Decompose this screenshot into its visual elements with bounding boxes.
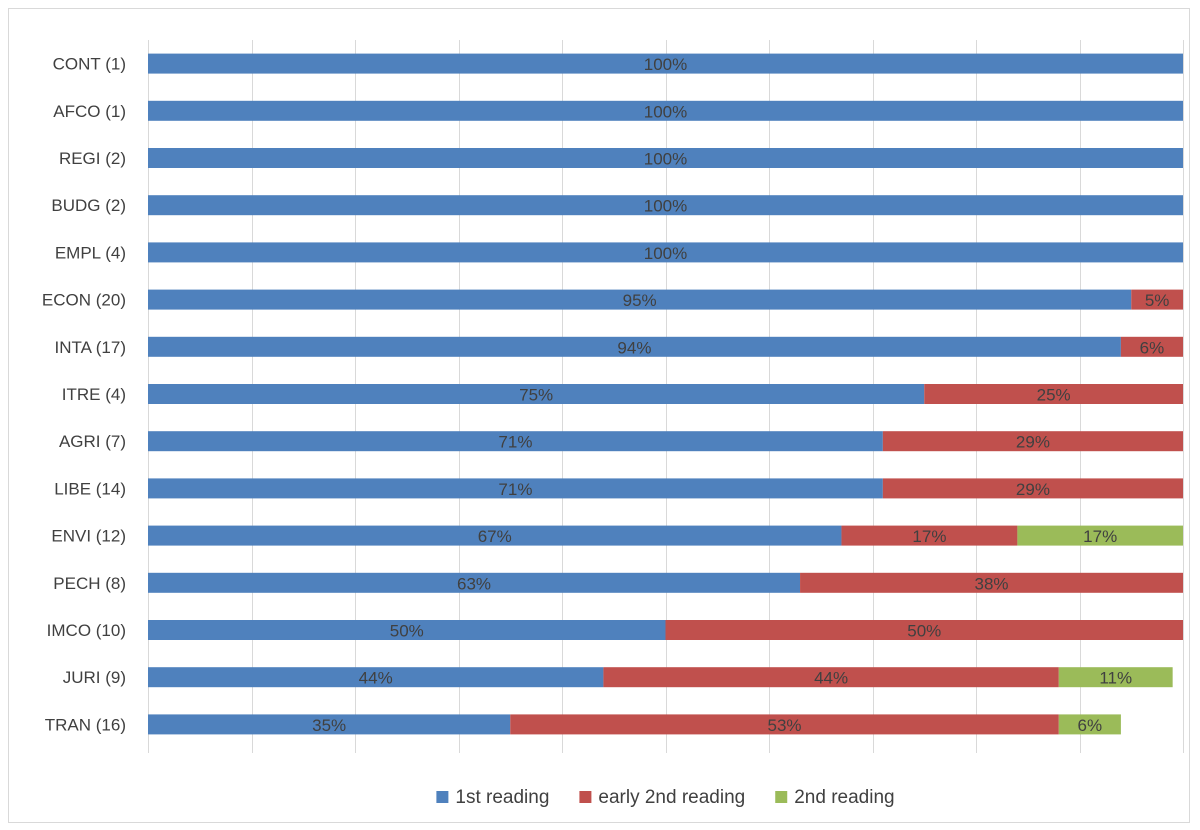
data-label: 50% [390,622,424,641]
category-label: REGI (2) [59,149,126,168]
data-label: 100% [644,102,687,121]
bar-segment [1058,667,1173,688]
data-label: 11% [1099,669,1132,688]
bar-segment [924,384,1183,404]
bar-segment [603,667,1059,688]
data-label: 29% [1016,433,1050,452]
category-label: INTA (17) [55,338,126,357]
bar-segment [841,525,1018,546]
category-labels: CONT (1) AFCO (1) REGI (2) BUDG (2) EMPL (4)… [42,55,126,735]
legend-swatch [775,791,788,803]
data-label: 94% [617,338,651,357]
bar-segment [800,572,1183,593]
data-labels: 100% 100% 100% 100% 100% 95% 5% 94% 6% 75% 25% 71% 2… [312,55,1169,735]
data-label: 71% [498,433,532,452]
legend: 1st reading early 2nd reading 2nd reading [436,787,895,808]
data-label: 71% [498,480,532,499]
category-label: TRAN (16) [45,715,126,734]
data-label: 63% [457,574,491,593]
bar-segment [148,336,1121,357]
category-label: LIBE (14) [54,479,126,498]
category-label: EMPL (4) [55,243,126,262]
data-label: 100% [644,150,687,169]
data-label: 95% [623,291,657,310]
category-label: CONT (1) [53,55,126,74]
legend-swatch [436,791,449,803]
category-label: JURI (9) [63,668,126,687]
bar-segment [148,53,1183,74]
data-label: 100% [644,55,687,74]
data-label: 100% [644,197,687,216]
data-label: 44% [359,669,393,688]
legend-label: early 2nd reading [598,787,745,808]
data-label: 67% [478,527,512,546]
bar-segment [148,525,842,546]
bar-segment [148,620,666,640]
category-label: PECH (8) [53,574,126,593]
bar-segment [148,667,604,688]
data-label: 50% [907,622,941,641]
data-label: 44% [814,669,848,688]
data-label: 38% [975,574,1009,593]
bar-segment [148,289,1132,310]
category-label: AFCO (1) [53,102,126,121]
legend-label: 2nd reading [794,787,894,808]
bar-segment [1131,289,1183,310]
bar-segment [1058,714,1121,735]
bar-segment [1017,525,1183,546]
category-label: IMCO (10) [47,621,126,640]
data-label: 25% [1037,386,1071,405]
bar-segment [148,431,883,452]
bar-segment [882,431,1183,452]
data-label: 17% [1083,527,1117,546]
data-label: 6% [1140,338,1165,357]
bar-segment [148,100,1183,121]
category-label: ITRE (4) [62,385,126,404]
legend-swatch [579,791,592,803]
data-label: 29% [1016,480,1050,499]
data-label: 17% [912,527,946,546]
category-label: ECON (20) [42,291,126,310]
bar-segment [882,478,1183,499]
bars [148,53,1183,735]
data-label: 5% [1145,291,1170,310]
category-label: ENVI (12) [51,527,126,546]
bar-segment [1120,336,1183,357]
bar-segment [148,148,1183,168]
data-label: 100% [644,244,687,263]
legend-item: early 2nd reading [579,787,745,808]
bar-segment [148,714,511,735]
bar-segment [148,384,925,404]
data-label: 75% [519,386,553,405]
data-label: 6% [1078,716,1103,735]
bar-segment [510,714,1059,735]
bar-segment [148,572,801,593]
category-label: AGRI (7) [59,432,126,451]
category-label: BUDG (2) [51,196,126,215]
data-label: 53% [768,716,802,735]
data-label: 35% [312,716,346,735]
legend-item: 2nd reading [775,787,895,808]
bar-segment [148,195,1183,216]
bar-segment [148,242,1183,263]
legend-item: 1st reading [436,787,549,808]
bar-segment [665,620,1183,640]
legend-label: 1st reading [455,787,549,808]
bar-segment [148,478,883,499]
